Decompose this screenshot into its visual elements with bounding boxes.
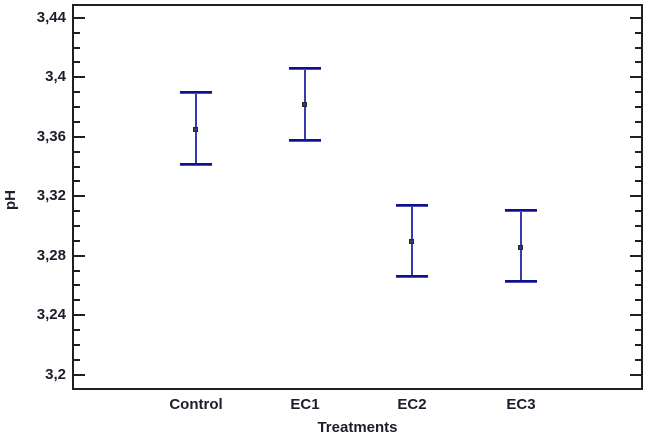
y-tick-major-right (630, 17, 641, 19)
y-tick-minor (74, 359, 80, 361)
error-bar-cap-top (396, 204, 428, 207)
mean-marker (518, 245, 523, 250)
y-tick-minor (74, 47, 80, 49)
y-tick-label: 3,2 (45, 366, 66, 383)
y-tick-major-right (630, 195, 641, 197)
y-tick-minor-right (635, 91, 641, 93)
y-tick-minor-right (635, 47, 641, 49)
y-tick-minor-right (635, 106, 641, 108)
y-tick-minor-right (635, 284, 641, 286)
error-bar-cap-bottom (180, 163, 212, 166)
y-tick-major (74, 17, 85, 19)
error-bar-cap-bottom (289, 139, 321, 142)
y-tick-minor-right (635, 299, 641, 301)
y-tick-label: 3,36 (36, 128, 66, 145)
y-tick-minor (74, 180, 80, 182)
y-tick-major (74, 374, 85, 376)
x-category-label: Control (169, 396, 223, 413)
y-tick-minor-right (635, 359, 641, 361)
y-tick-minor (74, 106, 80, 108)
y-tick-minor (74, 240, 80, 242)
plot-area (72, 4, 643, 390)
y-tick-major (74, 195, 85, 197)
y-tick-minor-right (635, 121, 641, 123)
y-tick-major-right (630, 374, 641, 376)
y-tick-major (74, 314, 85, 316)
y-tick-minor (74, 344, 80, 346)
y-tick-minor (74, 61, 80, 63)
y-tick-major-right (630, 136, 641, 138)
y-tick-minor (74, 91, 80, 93)
y-tick-major-right (630, 76, 641, 78)
y-tick-minor-right (635, 329, 641, 331)
y-tick-minor-right (635, 210, 641, 212)
y-tick-label: 3,24 (36, 306, 66, 323)
y-tick-minor-right (635, 344, 641, 346)
y-tick-major (74, 136, 85, 138)
y-tick-major (74, 255, 85, 257)
y-tick-label: 3,44 (36, 9, 66, 26)
y-tick-minor (74, 270, 80, 272)
mean-marker (409, 239, 414, 244)
y-tick-minor (74, 166, 80, 168)
error-bar-cap-top (289, 67, 321, 70)
mean-marker (193, 127, 198, 132)
y-tick-minor (74, 121, 80, 123)
y-tick-minor-right (635, 61, 641, 63)
error-bar-cap-top (180, 91, 212, 94)
y-tick-major-right (630, 255, 641, 257)
y-tick-minor-right (635, 32, 641, 34)
y-tick-minor (74, 32, 80, 34)
x-category-label: EC2 (397, 396, 427, 413)
x-category-label: EC1 (290, 396, 320, 413)
x-category-label: EC3 (506, 396, 536, 413)
y-tick-major (74, 76, 85, 78)
y-tick-minor (74, 210, 80, 212)
y-tick-minor (74, 299, 80, 301)
mean-marker (302, 102, 307, 107)
y-tick-label: 3,32 (36, 187, 66, 204)
y-tick-label: 3,4 (45, 68, 66, 85)
error-bar-cap-top (505, 209, 537, 212)
error-bar-cap-bottom (505, 280, 537, 283)
y-tick-minor-right (635, 240, 641, 242)
y-tick-label: 3,28 (36, 247, 66, 264)
y-tick-minor-right (635, 166, 641, 168)
x-axis-title: Treatments (317, 419, 398, 436)
error-bar-cap-bottom (396, 275, 428, 278)
y-tick-minor (74, 151, 80, 153)
y-tick-minor (74, 284, 80, 286)
y-tick-minor-right (635, 225, 641, 227)
y-tick-minor-right (635, 180, 641, 182)
y-tick-minor-right (635, 151, 641, 153)
y-tick-major-right (630, 314, 641, 316)
y-tick-minor-right (635, 270, 641, 272)
y-tick-minor (74, 225, 80, 227)
y-tick-minor (74, 329, 80, 331)
